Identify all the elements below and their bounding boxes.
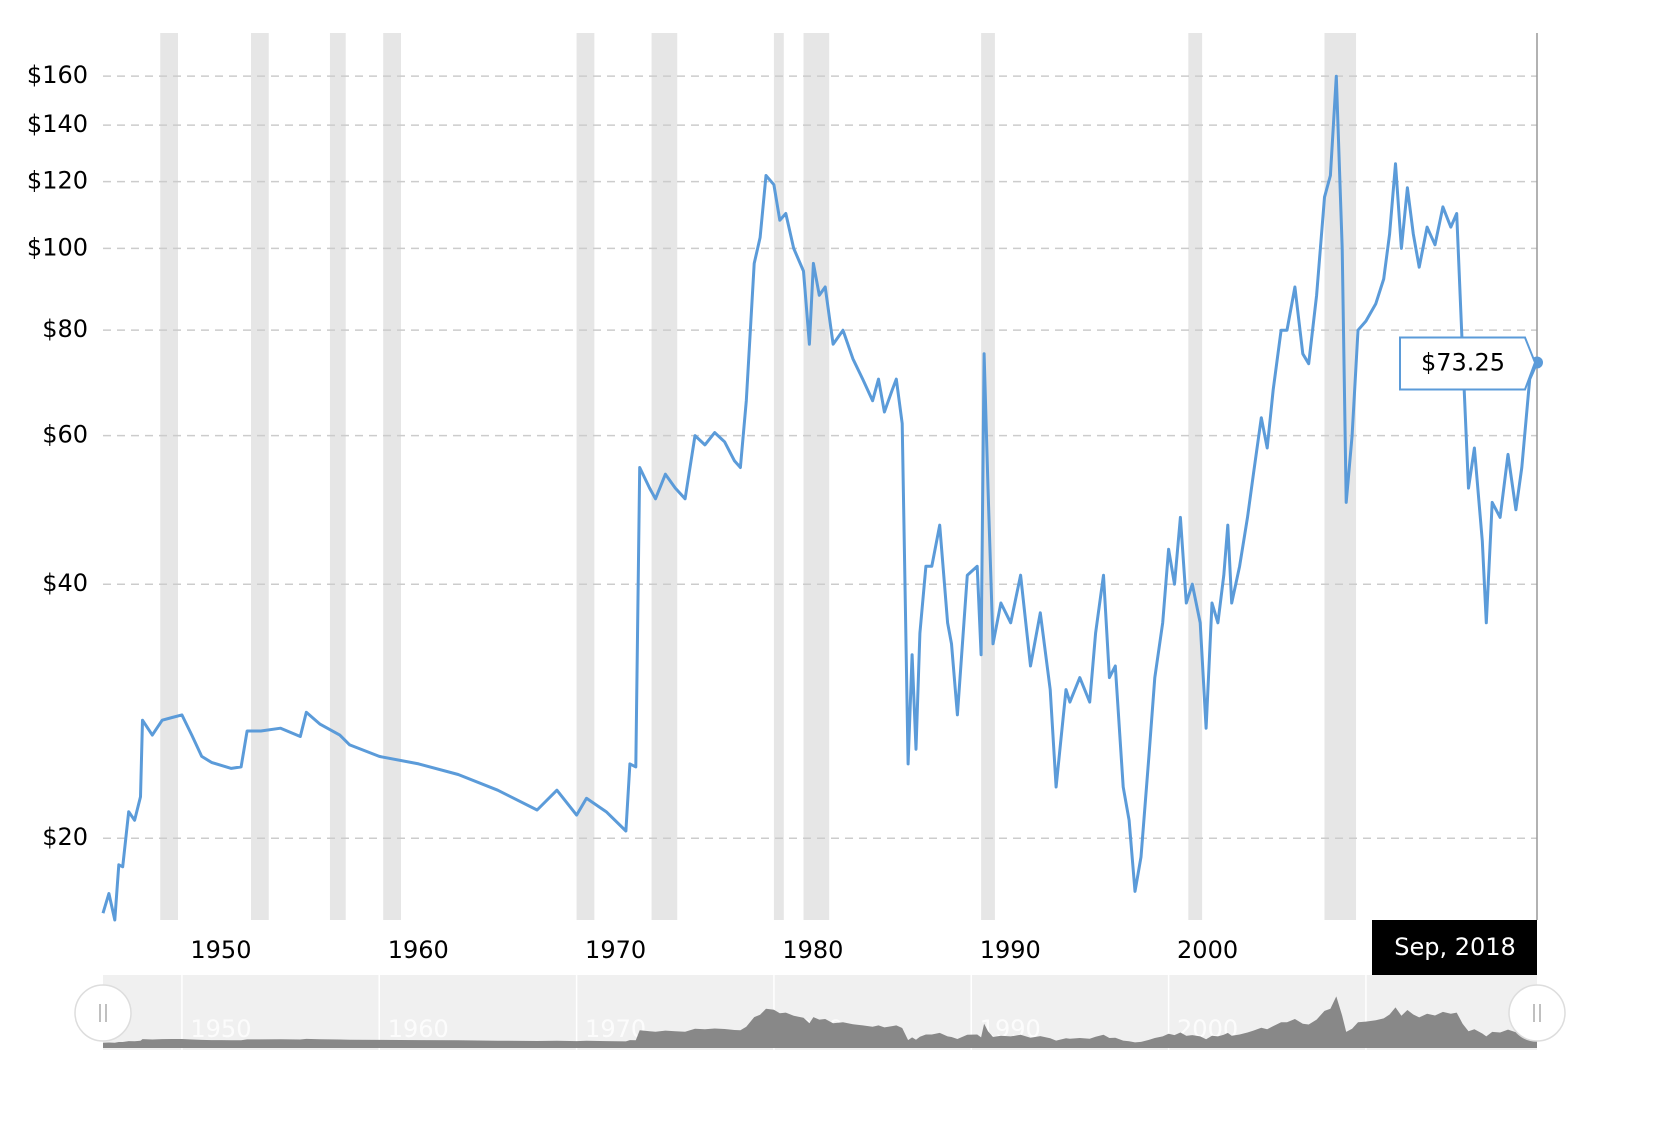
navigator-handle[interactable] [74,984,132,1042]
y-tick-label: $160 [27,61,88,89]
y-tick-label: $120 [27,167,88,195]
tooltip-value: $73.25 [1421,348,1505,376]
recession-band [773,33,784,920]
y-tick-label: $20 [42,823,88,851]
x-tick-label: 2000 [1177,936,1238,964]
y-tick-label: $140 [27,110,88,138]
y-tick-label: $60 [42,421,88,449]
recession-band [803,33,830,920]
recession-band [329,33,346,920]
price-line [101,74,1539,922]
x-tick-label: 1990 [980,936,1041,964]
y-tick-label: $80 [42,315,88,343]
recession-band [160,33,178,920]
navigator-area [103,996,1537,1048]
x-tick-label: 1960 [388,936,449,964]
y-tick-label: $40 [42,569,88,597]
navigator-label: 1950 [190,1015,251,1043]
y-tick-label: $100 [27,233,88,261]
navigator-label: 1970 [585,1015,646,1043]
navigator-label: 1960 [388,1015,449,1043]
tooltip-date-box [1372,920,1537,975]
x-tick-label: 1970 [585,936,646,964]
recession-band [383,33,401,920]
x-tick-label: 1980 [782,936,843,964]
recession-band [250,33,269,920]
tooltip-date: Sep, 2018 [1394,933,1516,961]
recession-band [576,33,595,920]
recession-band [1188,33,1203,920]
tooltip-box [1399,336,1537,391]
x-tick-label: 1950 [190,936,251,964]
navigator-handle[interactable] [1508,984,1566,1042]
